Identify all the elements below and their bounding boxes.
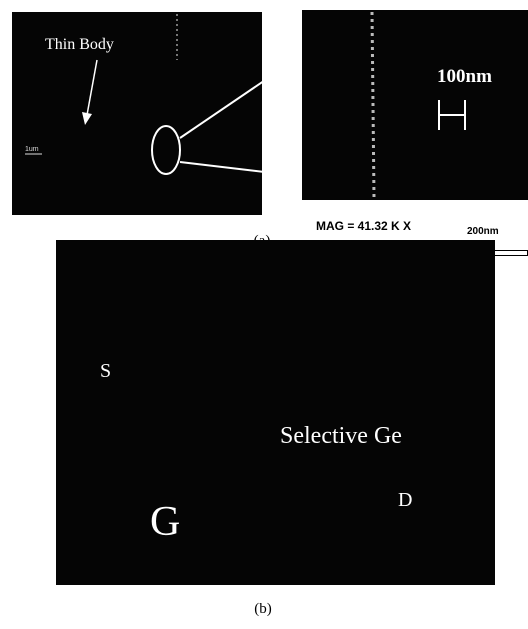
mag-label: MAG = 41.32 K X (316, 219, 411, 233)
region-label: Selective Ge (280, 423, 402, 449)
drain-label: D (398, 489, 412, 511)
page: Thin Body 1um 100nm MAG = 41.32 K X 200n… (0, 0, 528, 629)
sem-image-right (302, 10, 528, 200)
sem-image (56, 240, 495, 585)
scale-label: 1um (25, 146, 39, 153)
zoom-scale-label: 100nm (437, 66, 492, 87)
gate-label: G (150, 499, 180, 545)
scale-bar-label: 200nm (467, 226, 499, 237)
caption: (b) (254, 601, 272, 617)
thin-body-label: Thin Body (45, 36, 114, 53)
source-label: S (100, 360, 111, 382)
figure: Thin Body 1um 100nm MAG = 41.32 K X 200n… (0, 0, 528, 629)
